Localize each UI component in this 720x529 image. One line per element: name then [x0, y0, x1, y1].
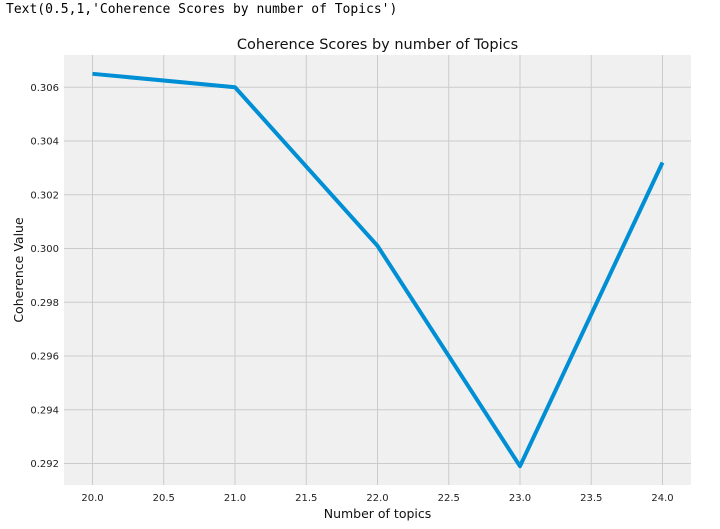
y-tick-label: 0.294: [30, 405, 59, 416]
y-tick-label: 0.298: [30, 298, 59, 309]
x-tick-label: 22.0: [366, 493, 388, 504]
y-axis-ticks: 0.292 0.294 0.296 0.298 0.300 0.302 0.304 0.306: [30, 83, 59, 470]
y-tick-label: 0.292: [30, 459, 59, 470]
y-tick-label: 0.304: [30, 137, 59, 148]
y-axis-label: Coherence Value: [11, 217, 26, 323]
x-tick-label: 23.5: [580, 493, 602, 504]
y-tick-label: 0.302: [30, 190, 59, 201]
x-tick-label: 20.5: [153, 493, 175, 504]
chart-title: Coherence Scores by number of Topics: [237, 37, 518, 53]
x-axis-ticks: 20.0 20.5 21.0 21.5 22.0 22.5 23.0 23.5 24.0: [81, 493, 673, 504]
y-tick-label: 0.306: [30, 83, 59, 94]
y-tick-label: 0.300: [30, 244, 59, 255]
cell-output-text: Text(0.5,1,'Coherence Scores by number o…: [6, 2, 398, 17]
x-tick-label: 24.0: [651, 493, 673, 504]
gridlines: [64, 55, 691, 485]
x-tick-label: 22.5: [438, 493, 460, 504]
x-tick-label: 21.0: [224, 493, 246, 504]
x-tick-label: 20.0: [81, 493, 103, 504]
series-layer: [92, 71, 665, 469]
x-axis-label: Number of topics: [324, 506, 432, 521]
x-tick-label: 21.5: [295, 493, 317, 504]
x-tick-label: 23.0: [509, 493, 531, 504]
y-tick-label: 0.296: [30, 352, 59, 363]
